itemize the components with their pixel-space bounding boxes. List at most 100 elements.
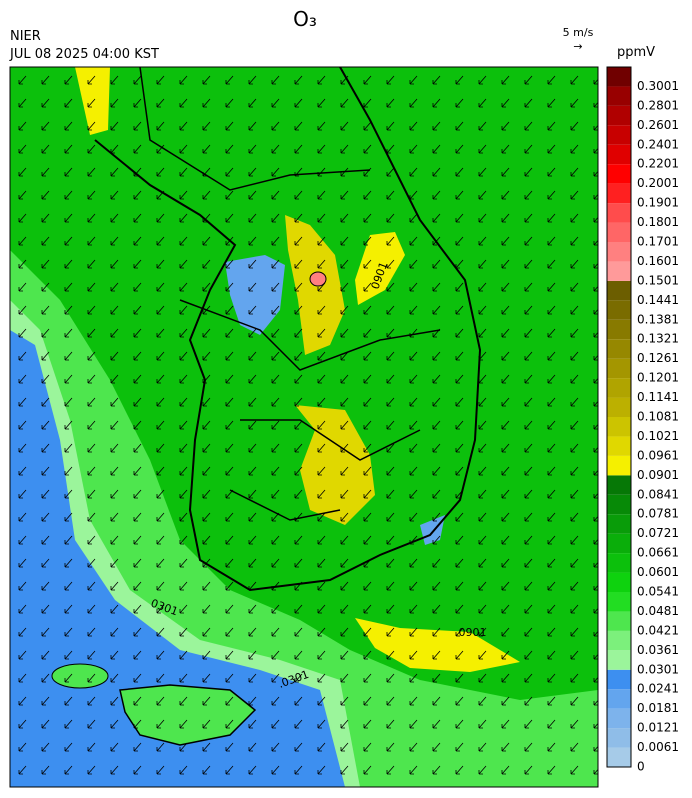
wind-arrow (110, 558, 119, 568)
wind-arrow (179, 351, 188, 361)
wind-arrow (432, 259, 441, 269)
wind-arrow (202, 604, 211, 614)
wind-arrow (501, 719, 510, 729)
wind-arrow (202, 351, 211, 361)
wind-arrow (478, 397, 487, 407)
wind-arrow (547, 535, 556, 545)
colorbar-label: 0.2201 (637, 157, 679, 171)
colorbar-label: 0.0541 (637, 585, 679, 599)
wind-arrow (18, 167, 27, 177)
wind-arrow (547, 190, 556, 200)
wind-arrow (317, 443, 326, 453)
wind-arrow (570, 282, 579, 292)
wind-arrow (455, 374, 464, 384)
wind-arrow (363, 98, 372, 108)
wind-arrow (547, 236, 556, 246)
wind-arrow (432, 742, 441, 752)
wind-arrow (294, 282, 303, 292)
wind-arrow (41, 121, 50, 131)
wind-arrow (524, 351, 533, 361)
wind-arrow (156, 558, 165, 568)
wind-arrow (524, 489, 533, 499)
colorbar-label: 0.0661 (637, 546, 679, 560)
wind-arrow (455, 236, 464, 246)
wind-arrow (225, 650, 234, 660)
wind-arrow (409, 558, 418, 568)
wind-arrow (64, 627, 73, 637)
wind-arrow (225, 627, 234, 637)
wind-arrow (133, 765, 142, 775)
colorbar-label: 0.1321 (637, 332, 679, 346)
wind-arrow (248, 98, 257, 108)
wind-arrow (156, 98, 165, 108)
wind-arrow (179, 213, 188, 223)
wind-arrow (478, 535, 487, 545)
wind-arrow (156, 673, 165, 683)
wind-arrow (547, 765, 556, 775)
wind-arrow (478, 236, 487, 246)
wind-arrow (570, 627, 579, 637)
wind-arrow (271, 535, 280, 545)
wind-arrow (386, 236, 395, 246)
wind-arrow (87, 75, 96, 85)
wind-arrow (156, 719, 165, 729)
wind-arrow (570, 190, 579, 200)
wind-arrow (340, 190, 349, 200)
wind-arrow (547, 627, 556, 637)
wind-arrow (340, 282, 349, 292)
colorbar-segment (607, 222, 631, 242)
wind-arrow (294, 420, 303, 430)
wind-arrow (570, 489, 579, 499)
wind-arrow (501, 650, 510, 660)
wind-arrow (501, 328, 510, 338)
wind-arrow (432, 466, 441, 476)
wind-arrow (409, 305, 418, 315)
wind-arrow (455, 213, 464, 223)
wind-arrow (110, 420, 119, 430)
wind-arrow (294, 190, 303, 200)
wind-arrow (340, 765, 349, 775)
wind-arrow (363, 466, 372, 476)
wind-arrow (41, 305, 50, 315)
wind-arrow (133, 489, 142, 499)
wind-arrow (478, 512, 487, 522)
colorbar-label: 0.1141 (637, 390, 679, 404)
wind-arrow (294, 328, 303, 338)
wind-arrow (409, 604, 418, 614)
colorbar-segment (607, 475, 631, 495)
wind-arrow (386, 305, 395, 315)
wind-arrow (317, 558, 326, 568)
wind-arrow (156, 489, 165, 499)
colorbar-label: 0.0301 (637, 662, 679, 676)
wind-arrow (363, 305, 372, 315)
wind-arrow (87, 512, 96, 522)
wind-arrow (64, 489, 73, 499)
wind-arrow (110, 75, 119, 85)
wind-arrow (225, 742, 234, 752)
wind-arrow (18, 581, 27, 591)
wind-arrow (409, 765, 418, 775)
wind-arrow (317, 305, 326, 315)
wind-arrow (340, 673, 349, 683)
wind-arrow (156, 397, 165, 407)
wind-arrow (64, 673, 73, 683)
wind-arrow (547, 305, 556, 315)
colorbar-segment (607, 553, 631, 573)
wind-arrow (524, 374, 533, 384)
wind-arrow (202, 282, 211, 292)
wind-arrow (570, 144, 579, 154)
wind-arrow (363, 144, 372, 154)
wind-arrow (363, 259, 372, 269)
wind-arrow (547, 75, 556, 85)
wind-arrow (294, 121, 303, 131)
wind-arrow (455, 282, 464, 292)
wind-arrow (133, 581, 142, 591)
wind-arrow (501, 581, 510, 591)
wind-arrow (317, 75, 326, 85)
colorbar-segment (607, 708, 631, 729)
wind-arrow (87, 627, 96, 637)
wind-arrow (547, 466, 556, 476)
wind-arrow (501, 489, 510, 499)
